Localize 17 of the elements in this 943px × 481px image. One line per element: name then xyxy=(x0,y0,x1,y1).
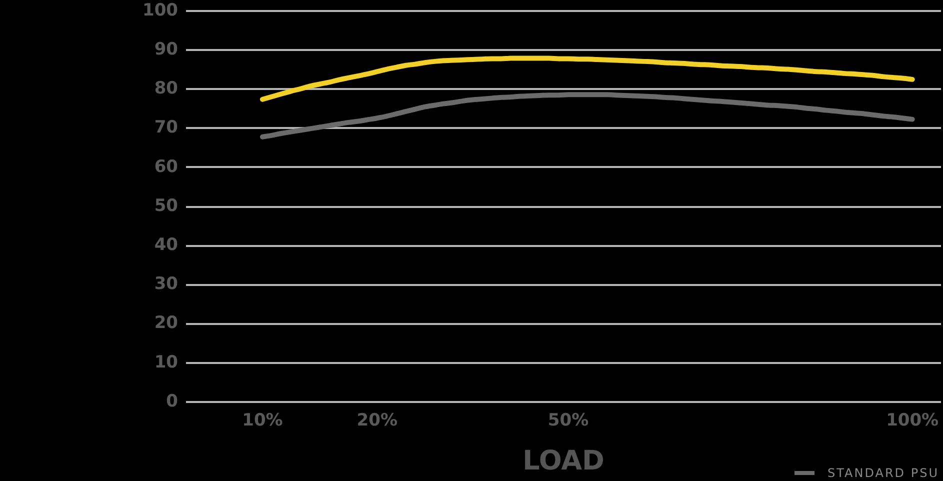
x-axis-title: LOAD xyxy=(522,446,604,477)
y-tick-label: 50 xyxy=(154,196,178,216)
y-tick-label: 20 xyxy=(154,313,178,334)
y-tick-label: 30 xyxy=(154,274,178,294)
x-tick-label: 20% xyxy=(356,410,398,431)
y-tick-label: 100 xyxy=(142,0,178,20)
y-tick-label: 90 xyxy=(154,40,178,60)
x-tick-label: 10% xyxy=(242,410,283,431)
x-tick-label: 100% xyxy=(886,410,939,431)
y-tick-label: 40 xyxy=(154,235,178,256)
y-tick-label: 60 xyxy=(154,156,178,177)
y-tick-label: 0 xyxy=(166,391,178,412)
legend-label: STANDARD PSU xyxy=(828,466,939,480)
x-tick-label: 50% xyxy=(548,410,589,431)
y-tick-label: 80 xyxy=(154,78,178,99)
y-tick-label: 70 xyxy=(154,118,178,138)
y-tick-label: 10 xyxy=(154,352,178,372)
